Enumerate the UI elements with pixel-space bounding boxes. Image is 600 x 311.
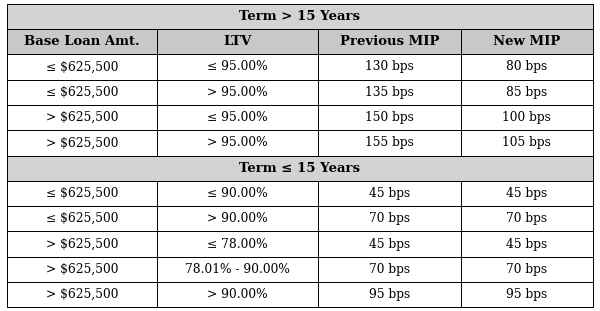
Text: 70 bps: 70 bps	[369, 212, 410, 225]
Bar	[157, 257, 317, 282]
Bar	[461, 181, 593, 206]
Text: 80 bps: 80 bps	[506, 60, 548, 73]
Text: 70 bps: 70 bps	[506, 263, 547, 276]
Bar	[7, 257, 157, 282]
Text: > 95.00%: > 95.00%	[207, 136, 268, 149]
Text: 78.01% - 90.00%: 78.01% - 90.00%	[185, 263, 289, 276]
Bar	[317, 282, 461, 307]
Bar	[157, 282, 317, 307]
Bar	[7, 105, 157, 130]
Bar	[7, 130, 157, 156]
Text: > $625,500: > $625,500	[46, 288, 118, 301]
Bar	[157, 80, 317, 105]
Bar	[317, 54, 461, 80]
Text: 105 bps: 105 bps	[502, 136, 551, 149]
Bar	[7, 231, 157, 257]
Bar	[317, 206, 461, 231]
Text: ≤ $625,500: ≤ $625,500	[46, 86, 118, 99]
Bar	[317, 231, 461, 257]
Bar	[317, 80, 461, 105]
Bar	[461, 257, 593, 282]
Text: 45 bps: 45 bps	[368, 238, 410, 251]
Text: 45 bps: 45 bps	[506, 238, 548, 251]
Bar	[461, 54, 593, 80]
Text: Term > 15 Years: Term > 15 Years	[239, 10, 361, 23]
Bar	[317, 29, 461, 54]
Bar	[461, 231, 593, 257]
Text: 100 bps: 100 bps	[502, 111, 551, 124]
Text: 95 bps: 95 bps	[506, 288, 548, 301]
Text: Base Loan Amt.: Base Loan Amt.	[24, 35, 140, 48]
Bar	[317, 257, 461, 282]
Bar	[461, 206, 593, 231]
Bar	[461, 80, 593, 105]
Bar	[461, 105, 593, 130]
Bar	[317, 105, 461, 130]
Bar	[461, 130, 593, 156]
Text: ≤ $625,500: ≤ $625,500	[46, 60, 118, 73]
Text: ≤ 95.00%: ≤ 95.00%	[207, 60, 268, 73]
Text: ≤ 78.00%: ≤ 78.00%	[207, 238, 268, 251]
Text: New MIP: New MIP	[493, 35, 560, 48]
Text: 95 bps: 95 bps	[368, 288, 410, 301]
Text: > $625,500: > $625,500	[46, 136, 118, 149]
Text: ≤ 90.00%: ≤ 90.00%	[207, 187, 268, 200]
Bar	[7, 54, 157, 80]
Text: Previous MIP: Previous MIP	[340, 35, 439, 48]
Text: 135 bps: 135 bps	[365, 86, 414, 99]
Text: 85 bps: 85 bps	[506, 86, 548, 99]
Bar	[317, 130, 461, 156]
Bar	[7, 206, 157, 231]
Bar	[157, 206, 317, 231]
Text: ≤ $625,500: ≤ $625,500	[46, 187, 118, 200]
Bar	[461, 29, 593, 54]
Bar	[7, 29, 157, 54]
Bar	[7, 80, 157, 105]
Text: > 95.00%: > 95.00%	[207, 86, 268, 99]
Bar	[7, 282, 157, 307]
Text: > 90.00%: > 90.00%	[207, 288, 268, 301]
Bar	[157, 231, 317, 257]
Text: > $625,500: > $625,500	[46, 263, 118, 276]
Bar	[461, 282, 593, 307]
Text: ≤ 95.00%: ≤ 95.00%	[207, 111, 268, 124]
Bar	[317, 181, 461, 206]
Text: 45 bps: 45 bps	[506, 187, 548, 200]
Bar	[157, 54, 317, 80]
Bar	[7, 4, 593, 29]
Bar	[157, 105, 317, 130]
Text: Term ≤ 15 Years: Term ≤ 15 Years	[239, 162, 361, 175]
Bar	[157, 181, 317, 206]
Bar	[7, 181, 157, 206]
Text: 150 bps: 150 bps	[365, 111, 414, 124]
Text: 70 bps: 70 bps	[506, 212, 547, 225]
Text: > $625,500: > $625,500	[46, 111, 118, 124]
Text: LTV: LTV	[223, 35, 251, 48]
Text: 155 bps: 155 bps	[365, 136, 414, 149]
Bar	[157, 29, 317, 54]
Bar	[7, 156, 593, 181]
Text: ≤ $625,500: ≤ $625,500	[46, 212, 118, 225]
Text: 130 bps: 130 bps	[365, 60, 414, 73]
Text: 70 bps: 70 bps	[369, 263, 410, 276]
Text: 45 bps: 45 bps	[368, 187, 410, 200]
Text: > 90.00%: > 90.00%	[207, 212, 268, 225]
Text: > $625,500: > $625,500	[46, 238, 118, 251]
Bar	[157, 130, 317, 156]
